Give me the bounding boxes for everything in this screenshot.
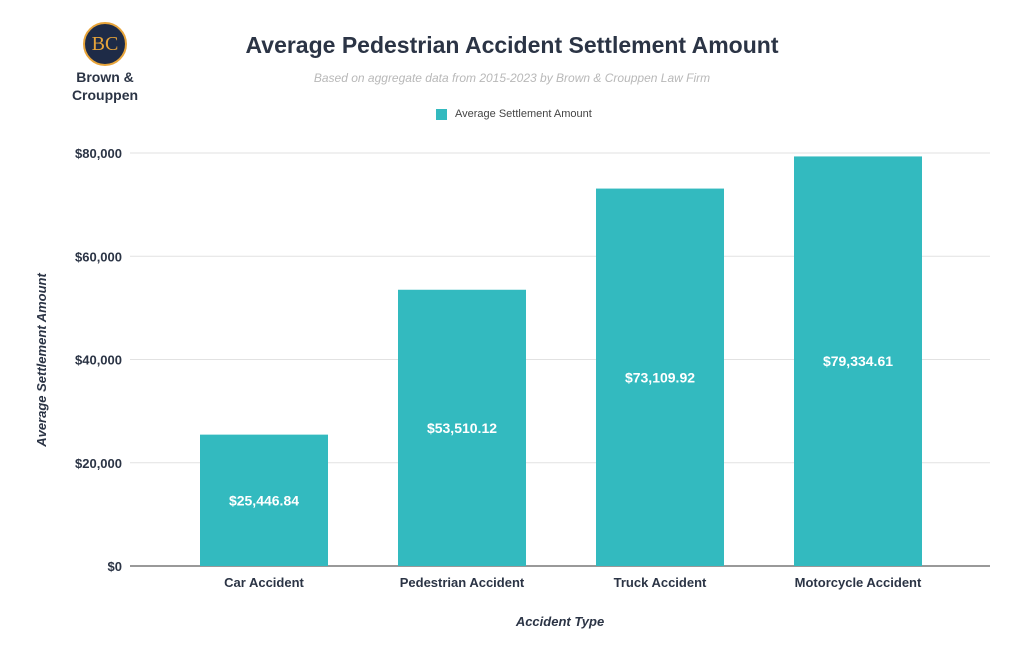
data-label: $79,334.61 (823, 353, 893, 369)
y-tick-label: $80,000 (75, 146, 122, 161)
x-tick-label: Motorcycle Accident (795, 575, 922, 590)
x-tick-label: Pedestrian Accident (400, 575, 525, 590)
data-label: $73,109.92 (625, 369, 695, 385)
bar (200, 434, 328, 566)
y-tick-label: $20,000 (75, 456, 122, 471)
legend: Average Settlement Amount (436, 108, 592, 120)
brand-logo: BC Brown & Crouppen (64, 22, 146, 102)
x-axis-title: Accident Type (515, 614, 604, 629)
logo-emblem: BC (83, 22, 127, 66)
x-tick-label: Car Accident (224, 575, 304, 590)
legend-swatch (436, 108, 447, 120)
bar (398, 289, 526, 566)
logo-name-line1: Brown & (76, 69, 134, 85)
chart-title: Average Pedestrian Accident Settlement A… (245, 32, 779, 58)
y-tick-label: $0 (108, 559, 122, 574)
data-label: $53,510.12 (427, 420, 497, 436)
logo-name-line2: Crouppen (71, 87, 139, 103)
legend-label: Average Settlement Amount (455, 108, 592, 120)
x-tick-label: Truck Accident (614, 575, 707, 590)
chart-subtitle: Based on aggregate data from 2015-2023 b… (313, 71, 711, 85)
data-label: $25,446.84 (229, 492, 299, 508)
y-tick-label: $60,000 (75, 249, 122, 264)
bar (596, 188, 724, 566)
y-tick-label: $40,000 (75, 353, 122, 368)
y-axis-title: Average Settlement Amount (34, 273, 49, 448)
bar (794, 156, 922, 567)
